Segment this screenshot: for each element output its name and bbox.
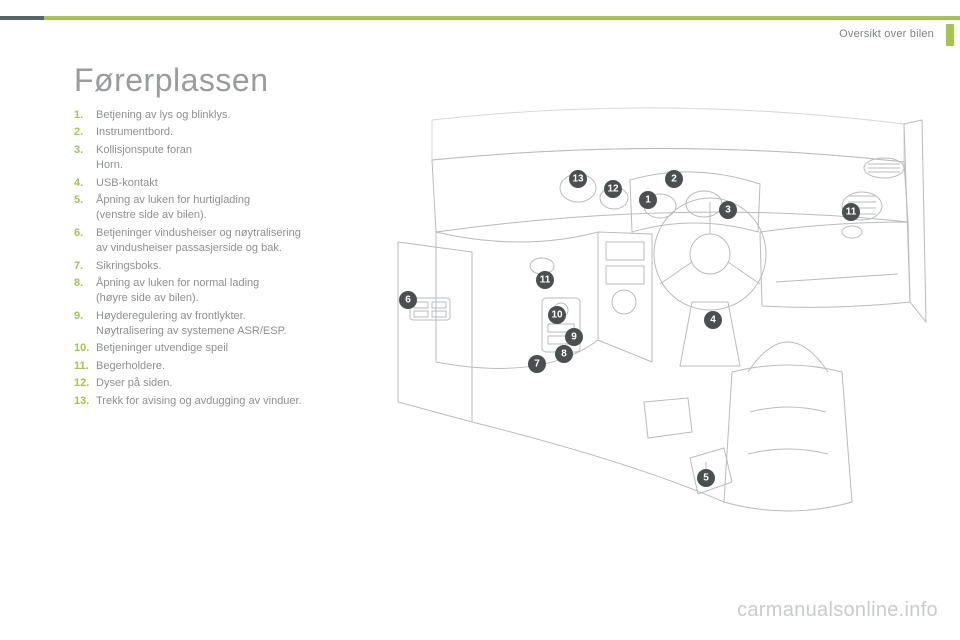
- section-label: Oversikt over bilen: [839, 28, 934, 40]
- list-item-number: 11.: [74, 359, 96, 374]
- callout-label: 8: [561, 349, 567, 360]
- list-item: 3.Kollisjonspute foranHorn.: [74, 143, 374, 174]
- page-title: Førerplassen: [74, 62, 269, 99]
- list-item-number: 10.: [74, 341, 96, 356]
- top-stripe-dark: [0, 16, 44, 20]
- callout-label: 11: [846, 207, 857, 218]
- list-item-text: USB-kontakt: [96, 176, 374, 191]
- callout-label: 10: [551, 310, 563, 321]
- list-item-text: Åpning av luken for normal lading(høyre …: [96, 276, 374, 307]
- list-item: 8.Åpning av luken for normal lading(høyr…: [74, 276, 374, 307]
- callout-label: 9: [571, 332, 577, 343]
- list-item-number: 5.: [74, 193, 96, 224]
- callout-label: 2: [671, 174, 677, 185]
- list-item: 13.Trekk for avising og avdugging av vin…: [74, 394, 374, 409]
- callout-label: 7: [534, 359, 540, 370]
- callout-label: 12: [607, 184, 619, 195]
- list-item-text: Kollisjonspute foranHorn.: [96, 143, 374, 174]
- feature-list: 1.Betjening av lys og blinklys.2.Instrum…: [74, 108, 374, 411]
- list-item: 7.Sikringsboks.: [74, 259, 374, 274]
- list-item: 2.Instrumentbord.: [74, 125, 374, 140]
- list-item: 11.Begerholdere.: [74, 359, 374, 374]
- list-item-text: Dyser på siden.: [96, 376, 374, 391]
- list-item-number: 8.: [74, 276, 96, 307]
- callout-label: 6: [405, 295, 411, 306]
- list-item-number: 3.: [74, 143, 96, 174]
- dashboard-illustration: 1234567891011111213: [392, 102, 928, 532]
- list-item-text: Trekk for avising og avdugging av vindue…: [96, 394, 374, 409]
- list-item-number: 7.: [74, 259, 96, 274]
- list-item-text: Instrumentbord.: [96, 125, 374, 140]
- callout-label: 4: [710, 315, 716, 326]
- list-item-text: Begerholdere.: [96, 359, 374, 374]
- list-item-number: 1.: [74, 108, 96, 123]
- list-item-text: Åpning av luken for hurtiglading(venstre…: [96, 193, 374, 224]
- list-item-number: 12.: [74, 376, 96, 391]
- list-item-text: Sikringsboks.: [96, 259, 374, 274]
- side-tab: [946, 24, 954, 46]
- list-item-number: 4.: [74, 176, 96, 191]
- callout-label: 5: [703, 473, 709, 484]
- list-item: 1.Betjening av lys og blinklys.: [74, 108, 374, 123]
- list-item: 10.Betjeninger utvendige speil: [74, 341, 374, 356]
- callout-label: 1: [645, 195, 651, 206]
- callout-label: 3: [725, 205, 731, 216]
- list-item-text: Betjening av lys og blinklys.: [96, 108, 374, 123]
- list-item-number: 6.: [74, 226, 96, 257]
- list-item-number: 2.: [74, 125, 96, 140]
- callout-label: 13: [572, 174, 584, 185]
- list-item-text: Betjeninger utvendige speil: [96, 341, 374, 356]
- list-item: 5.Åpning av luken for hurtiglading(venst…: [74, 193, 374, 224]
- list-item: 4.USB-kontakt: [74, 176, 374, 191]
- list-item-number: 13.: [74, 394, 96, 409]
- top-stripe: [0, 16, 960, 20]
- list-item: 6.Betjeninger vindusheiser og nøytralise…: [74, 226, 374, 257]
- list-item-text: Betjeninger vindusheiser og nøytraliseri…: [96, 226, 374, 257]
- watermark: carmanualsonline.info: [737, 599, 938, 622]
- list-item-number: 9.: [74, 309, 96, 340]
- list-item-text: Høyderegulering av frontlykter.Nøytralis…: [96, 309, 374, 340]
- list-item: 9.Høyderegulering av frontlykter.Nøytral…: [74, 309, 374, 340]
- list-item: 12.Dyser på siden.: [74, 376, 374, 391]
- callout-label: 11: [540, 275, 551, 286]
